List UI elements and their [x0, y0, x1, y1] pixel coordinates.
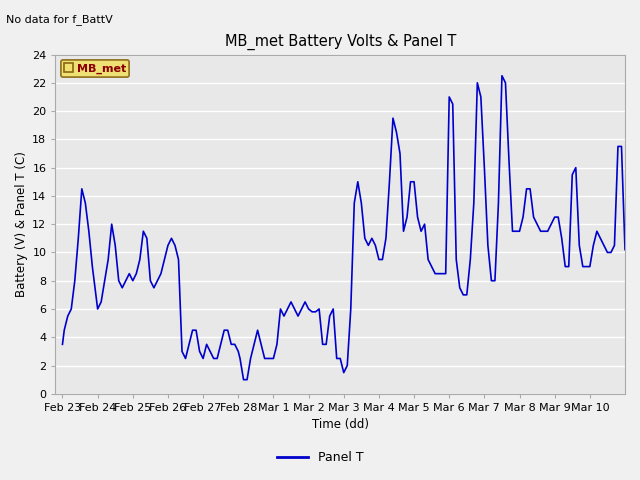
- Text: No data for f_BattV: No data for f_BattV: [6, 14, 113, 25]
- Legend: MB_met: MB_met: [61, 60, 129, 77]
- Legend: Panel T: Panel T: [271, 446, 369, 469]
- Y-axis label: Battery (V) & Panel T (C): Battery (V) & Panel T (C): [15, 151, 28, 297]
- Title: MB_met Battery Volts & Panel T: MB_met Battery Volts & Panel T: [225, 34, 456, 50]
- X-axis label: Time (dd): Time (dd): [312, 419, 369, 432]
